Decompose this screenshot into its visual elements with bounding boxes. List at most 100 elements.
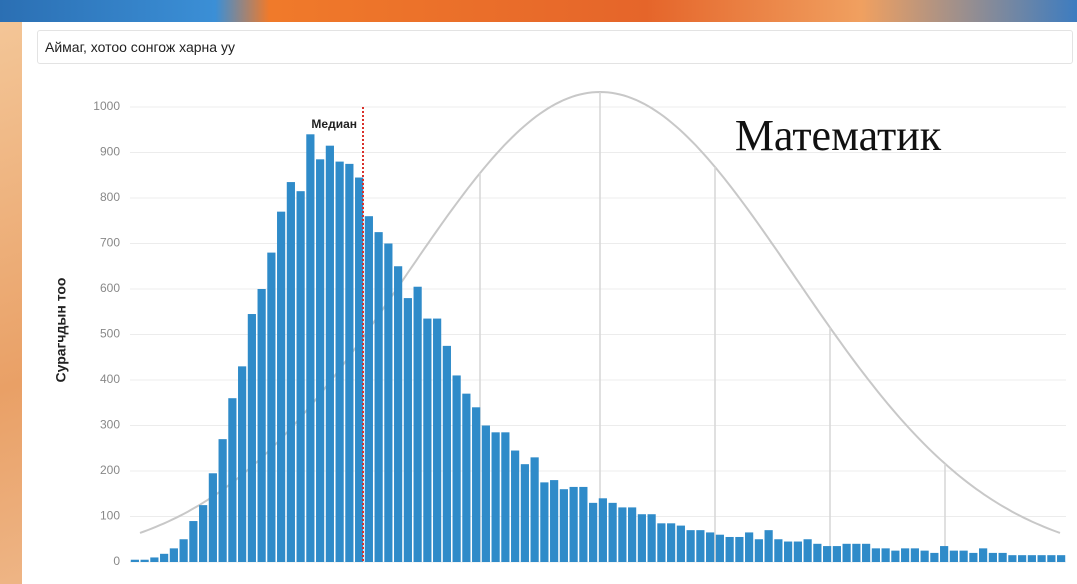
bar	[1037, 555, 1046, 562]
bar	[160, 553, 169, 562]
bar	[881, 548, 890, 562]
panel	[22, 22, 1077, 584]
bar	[832, 546, 841, 562]
bar	[842, 543, 851, 562]
bar	[813, 543, 822, 562]
bar	[715, 534, 724, 562]
bar	[472, 407, 481, 562]
bar	[238, 366, 247, 562]
bar	[852, 543, 861, 562]
bar	[247, 314, 256, 562]
chart-title: Математик	[735, 111, 942, 160]
bar	[667, 523, 676, 562]
bar	[423, 318, 432, 562]
y-tick-label: 400	[100, 372, 120, 386]
bar	[442, 345, 451, 562]
bar	[910, 548, 919, 562]
bar	[130, 559, 139, 562]
bar	[774, 539, 783, 562]
bar	[745, 532, 754, 562]
bar	[257, 289, 266, 562]
bar	[140, 559, 149, 562]
y-tick-label: 0	[113, 554, 120, 568]
bar	[481, 425, 490, 562]
bar	[930, 552, 939, 562]
bar	[754, 539, 763, 562]
bar	[316, 159, 325, 562]
bar	[657, 523, 666, 562]
bar	[491, 432, 500, 562]
bar	[793, 541, 802, 562]
bar	[218, 439, 227, 562]
bar	[559, 489, 568, 562]
y-tick-label: 500	[100, 327, 120, 341]
bar	[374, 232, 383, 562]
bar	[277, 211, 286, 562]
bar	[179, 539, 188, 562]
bar	[394, 266, 403, 562]
bar	[862, 543, 871, 562]
bar	[325, 145, 334, 563]
bar	[462, 393, 471, 562]
bar	[306, 134, 315, 563]
region-select[interactable]: Аймаг, хотоо сонгож харна уу	[37, 30, 1073, 64]
y-tick-label: 100	[100, 509, 120, 523]
bar	[618, 507, 627, 562]
bar	[949, 550, 958, 562]
bar	[608, 502, 617, 562]
bar	[940, 546, 949, 562]
bar	[208, 473, 217, 562]
y-tick-label: 600	[100, 281, 120, 295]
y-tick-label: 900	[100, 145, 120, 159]
bar	[979, 548, 988, 562]
bar	[511, 450, 520, 562]
bar	[735, 536, 744, 562]
bar	[364, 216, 373, 562]
bar	[764, 530, 773, 562]
bar	[637, 514, 646, 562]
y-tick-label: 300	[100, 418, 120, 432]
bar	[686, 530, 695, 562]
bar	[355, 177, 364, 562]
median-label: Медиан	[311, 117, 357, 131]
bar	[286, 182, 295, 562]
bar	[598, 498, 607, 562]
bar	[647, 514, 656, 562]
bar	[150, 557, 159, 562]
bar	[345, 163, 354, 562]
bar	[550, 480, 559, 562]
bar	[169, 548, 178, 562]
bar	[803, 539, 812, 562]
bar	[676, 525, 685, 562]
bar	[540, 482, 549, 562]
y-tick-label: 800	[100, 190, 120, 204]
bar	[433, 318, 442, 562]
bar	[296, 191, 305, 563]
bar	[1047, 555, 1056, 562]
banner	[0, 0, 1077, 22]
bar	[589, 502, 598, 562]
bar	[988, 552, 997, 562]
bar	[871, 548, 880, 562]
bar	[891, 550, 900, 562]
bar	[384, 243, 393, 562]
bar	[1057, 555, 1066, 562]
bar	[823, 546, 832, 562]
bar	[696, 530, 705, 562]
bar	[335, 161, 344, 562]
bar	[267, 252, 276, 562]
bar	[520, 464, 529, 562]
y-axis-label: Сурагчдын тоо	[53, 278, 69, 383]
bar	[959, 550, 968, 562]
bar	[579, 486, 588, 562]
y-tick-label: 1000	[93, 99, 120, 113]
bar	[901, 548, 910, 562]
bar	[413, 286, 422, 562]
bar	[969, 552, 978, 562]
y-tick-label: 200	[100, 463, 120, 477]
bar	[998, 552, 1007, 562]
bar	[784, 541, 793, 562]
bar	[189, 521, 198, 562]
